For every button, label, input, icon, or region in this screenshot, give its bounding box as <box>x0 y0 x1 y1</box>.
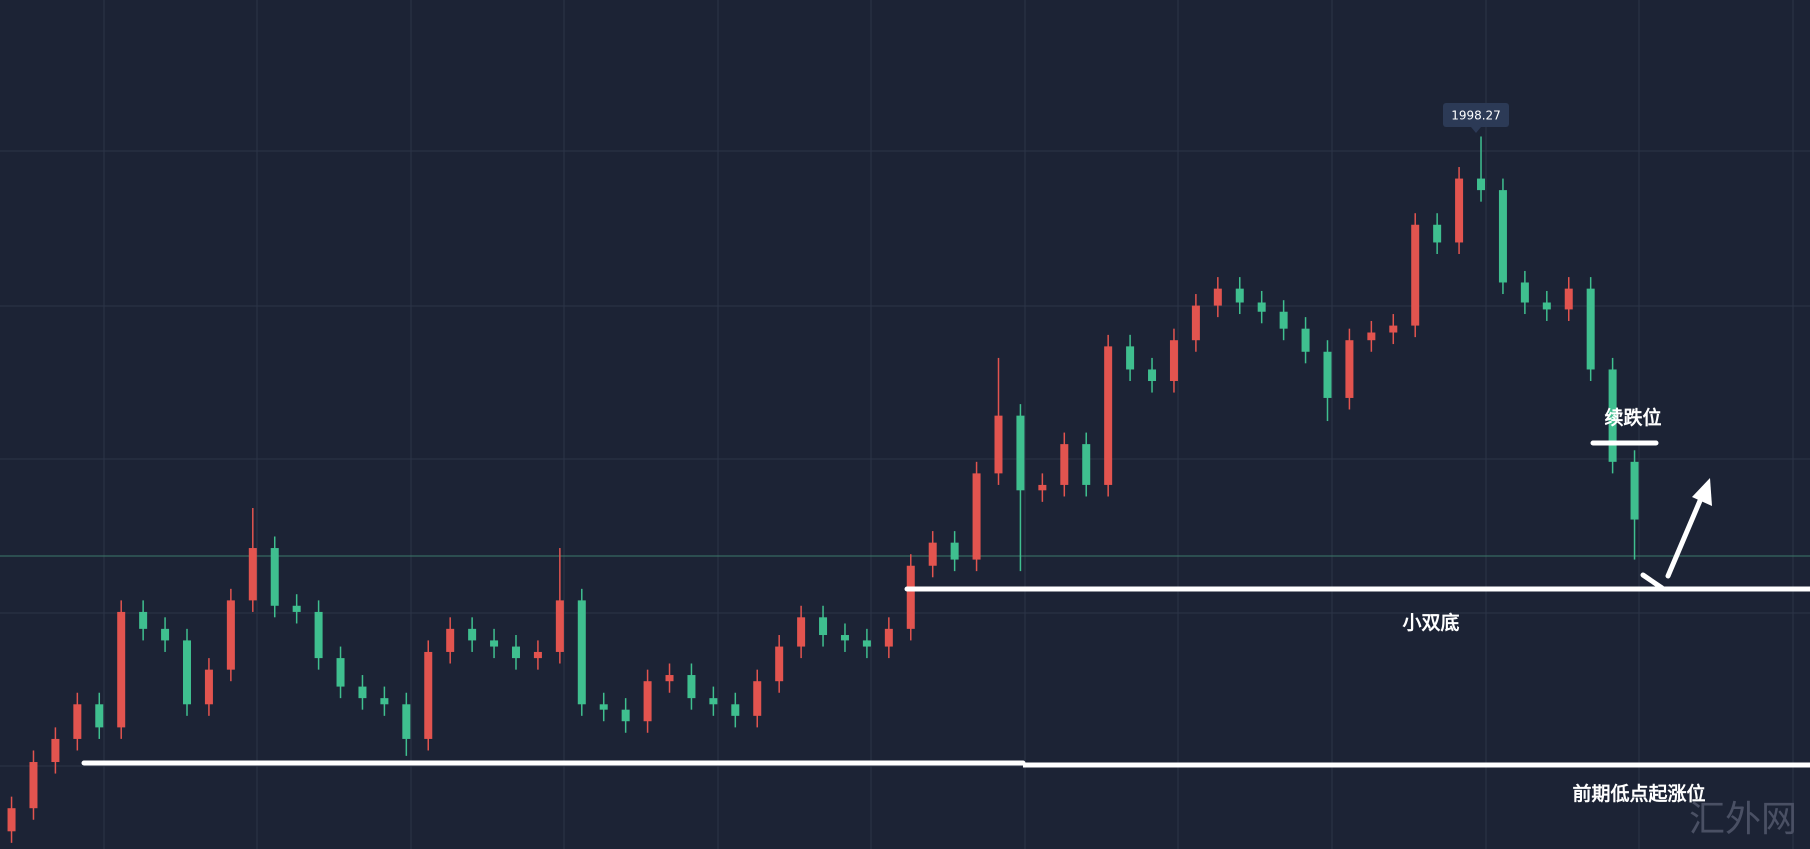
arrow-tail <box>1640 572 1665 591</box>
candle-body <box>533 651 542 659</box>
candle-body <box>1433 224 1442 243</box>
candle-body <box>1520 282 1529 303</box>
candle-body <box>7 808 16 832</box>
candle-body <box>972 473 981 560</box>
candle-body <box>95 704 104 728</box>
candle-body <box>1038 484 1047 491</box>
candles <box>7 136 1639 843</box>
annotation-text: 续跌位 <box>1604 406 1661 429</box>
candle-body <box>1542 302 1551 310</box>
candle-body <box>511 646 520 659</box>
candle-body <box>731 704 740 716</box>
candle-body <box>1564 288 1573 310</box>
candle-body <box>380 698 389 705</box>
candle-body <box>709 698 718 705</box>
candle-body <box>292 605 301 612</box>
candle-body <box>1126 346 1135 370</box>
annotation-text: 前期低点起涨位 <box>1572 782 1705 805</box>
candle-body <box>599 704 608 710</box>
candle-body <box>73 704 82 739</box>
annotation-text: 小双底 <box>1402 611 1459 634</box>
candle-body <box>1213 288 1222 306</box>
candle-body <box>797 617 806 647</box>
candle-body <box>51 738 60 763</box>
candle-body <box>358 686 367 699</box>
candle-body <box>1367 332 1376 341</box>
candle-body <box>226 600 235 670</box>
candle-body <box>1169 340 1178 382</box>
candle-body <box>270 548 279 606</box>
candle-body <box>1389 325 1398 333</box>
candle-body <box>468 628 477 641</box>
candle-body <box>1608 369 1617 462</box>
candle-body <box>402 704 411 739</box>
candle-body <box>490 640 499 647</box>
candle-body <box>884 628 893 647</box>
high-price-label: 1998.27 <box>1451 109 1501 123</box>
candle-body <box>29 762 38 809</box>
candle-body <box>1191 305 1200 341</box>
candle-body <box>577 600 586 705</box>
candle-body <box>906 565 915 629</box>
candle-body <box>753 681 762 716</box>
candle-body <box>1016 415 1025 491</box>
candle-body <box>336 658 345 687</box>
candle-body <box>950 542 959 560</box>
candle-body <box>1082 444 1091 485</box>
candle-body <box>1279 311 1288 329</box>
candle-body <box>928 542 937 566</box>
candle-body <box>204 669 213 705</box>
candle-body <box>446 628 455 652</box>
arrow-shaft <box>1665 493 1705 579</box>
label-pointer <box>1471 127 1481 133</box>
candle-body <box>117 611 126 728</box>
candle-body <box>1586 288 1595 370</box>
candle-body <box>1477 178 1486 191</box>
candle-body <box>775 646 784 682</box>
candle-body <box>248 548 257 601</box>
candle-body <box>687 675 696 699</box>
candle-body <box>1411 224 1420 326</box>
candle-body <box>1104 346 1113 485</box>
candle-body <box>314 611 323 659</box>
watermark: 汇外网 <box>1689 799 1797 840</box>
candle-body <box>1235 288 1244 303</box>
candle-body <box>1455 178 1464 243</box>
candle-body <box>862 640 871 647</box>
candle-body <box>665 675 674 682</box>
candle-body <box>1323 351 1332 398</box>
candle-body <box>621 709 630 722</box>
candle-body <box>1630 461 1639 520</box>
arrow-head <box>1692 478 1712 506</box>
label-box <box>1443 103 1509 127</box>
candle-body <box>1301 328 1310 352</box>
annotations: 续跌位 小双底 前期低点起涨位 <box>81 406 1810 805</box>
candle-body <box>183 640 192 705</box>
candle-body <box>994 415 1003 474</box>
candle-body <box>643 681 652 722</box>
candle-body <box>1257 302 1266 312</box>
candle-body <box>819 617 828 636</box>
candle-body <box>139 611 148 629</box>
candle-body <box>1498 190 1507 283</box>
candle-body <box>424 651 433 739</box>
candle-body <box>1345 340 1354 398</box>
candle-body <box>1060 444 1069 485</box>
candle-body <box>555 600 564 652</box>
candle-body <box>1148 369 1157 382</box>
candle-body <box>161 628 170 641</box>
high-label: 1998.27 <box>1443 103 1509 133</box>
candle-body <box>840 635 849 641</box>
